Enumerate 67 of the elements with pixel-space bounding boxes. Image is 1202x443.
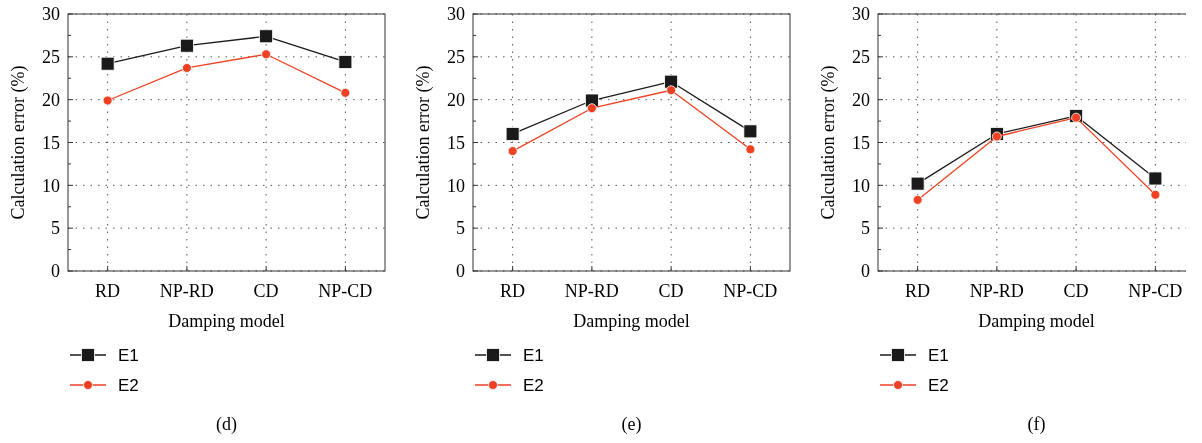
point (261, 49, 272, 60)
point (505, 127, 520, 141)
y-tick-label: 30 (447, 4, 465, 25)
point (102, 95, 113, 106)
y-tick-label: 25 (447, 47, 465, 68)
x-tick-label: NP-CD (1128, 281, 1183, 301)
point (181, 63, 192, 73)
point (910, 176, 925, 191)
x-tick-label: CD (253, 281, 279, 301)
y-tick-label: 25 (852, 47, 870, 68)
y-tick-label: 10 (852, 175, 870, 196)
point (1150, 189, 1161, 200)
y-tick-label: 5 (456, 218, 465, 239)
y-tick-label: 20 (852, 89, 870, 110)
point (338, 55, 353, 69)
y-tick-label: 30 (42, 4, 60, 25)
point (666, 85, 677, 96)
y-tick-label: 5 (861, 218, 870, 239)
point (100, 56, 115, 71)
point (586, 103, 597, 114)
y-axis-title: Calculation error (%) (8, 65, 29, 220)
x-tick-label: NP-RD (969, 281, 1024, 301)
point (912, 195, 923, 205)
legend-label: E1 (118, 345, 139, 365)
y-tick-label: 15 (447, 132, 465, 153)
legend-label: E2 (523, 375, 544, 395)
x-tick-label: RD (500, 281, 526, 301)
legend-label: E1 (928, 345, 949, 365)
y-tick-label: 15 (852, 132, 870, 153)
point (745, 144, 756, 155)
y-tick-label: 20 (447, 89, 465, 110)
legend-label: E2 (118, 375, 139, 395)
text: (d) (216, 414, 237, 435)
y-axis-title: Calculation error (%) (818, 65, 839, 220)
y-axis-title: Calculation error (%) (413, 65, 434, 220)
point (259, 29, 274, 44)
x-tick-label: NP-CD (318, 281, 373, 301)
x-axis-title: Damping model (573, 311, 690, 331)
x-tick-label: RD (905, 281, 931, 301)
legend-label: E2 (928, 375, 949, 395)
x-tick-label: NP-CD (723, 281, 778, 301)
y-tick-label: 0 (456, 261, 465, 282)
y-tick-label: 20 (42, 89, 60, 110)
y-tick-label: 10 (42, 175, 60, 196)
y-tick-label: 10 (447, 175, 465, 196)
point (179, 38, 194, 53)
y-tick-label: 30 (852, 4, 870, 25)
y-tick-label: 0 (51, 261, 60, 282)
point (991, 131, 1002, 142)
y-tick-label: 0 (861, 261, 870, 282)
x-axis-title: Damping model (168, 311, 285, 331)
point (743, 124, 758, 139)
text: (e) (621, 414, 642, 435)
point (340, 87, 351, 98)
x-tick-label: CD (658, 281, 684, 301)
point (507, 146, 518, 156)
x-tick-label: RD (95, 281, 121, 301)
text: (f) (1027, 414, 1046, 435)
point (1148, 171, 1163, 186)
legend-label: E1 (523, 345, 544, 365)
x-tick-label: CD (1063, 281, 1089, 301)
x-tick-label: NP-RD (564, 281, 619, 301)
y-tick-label: 25 (42, 47, 60, 68)
y-tick-label: 5 (51, 218, 60, 239)
x-tick-label: NP-RD (159, 281, 214, 301)
x-axis-title: Damping model (978, 311, 1095, 331)
y-tick-label: 15 (42, 132, 60, 153)
